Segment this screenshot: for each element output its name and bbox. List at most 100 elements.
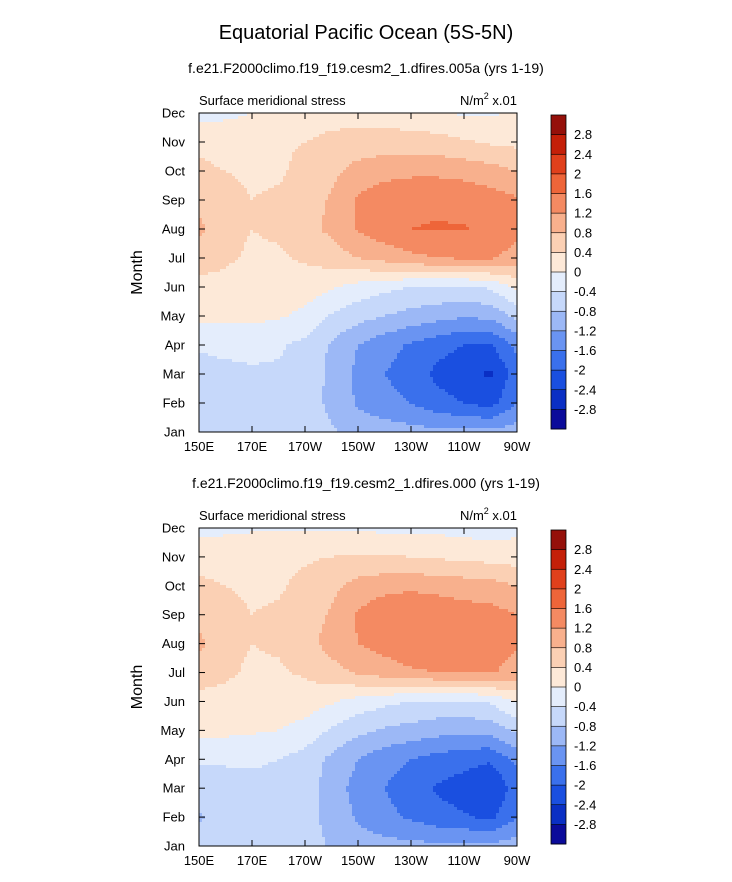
contour-cell [466,206,470,210]
contour-cell [238,167,242,171]
contour-cell [238,182,242,186]
contour-cell [433,191,437,195]
contour-cell [349,155,353,159]
contour-cell [271,152,275,156]
contour-cell [268,125,272,129]
contour-cell [415,167,419,171]
contour-cell [514,179,518,183]
contour-cell [427,230,431,234]
contour-cell [232,224,236,228]
contour-cell [256,170,260,174]
contour-cell [514,143,518,147]
contour-cell [244,236,248,240]
contour-cell [457,134,461,138]
contour-cell [454,173,458,177]
contour-cell [397,236,401,240]
contour-cell [400,164,404,168]
contour-cell [364,134,368,138]
contour-cell [283,116,287,120]
contour-cell [280,221,284,225]
contour-cell [472,161,476,165]
contour-cell [262,227,266,231]
contour-cell [475,134,479,138]
contour-cell [340,146,344,150]
contour-cell [409,248,413,252]
contour-cell [199,215,203,219]
contour-cell [406,155,410,159]
contour-cell [481,158,485,162]
contour-cell [259,191,263,195]
contour-cell [349,212,353,216]
contour-cell [463,176,467,180]
contour-cell [418,248,422,252]
contour-cell [394,158,398,162]
contour-cell [238,248,242,252]
contour-cell [208,116,212,120]
contour-cell [298,191,302,195]
contour-cell [205,203,209,207]
contour-cell [313,239,317,243]
contour-cell [382,164,386,168]
contour-cell [250,212,254,216]
contour-cell [337,140,341,144]
contour-cell [481,251,485,255]
contour-cell [457,143,461,147]
contour-cell [223,125,227,129]
contour-cell [385,215,389,219]
contour-cell [394,191,398,195]
contour-cell [508,182,512,186]
contour-cell [334,146,338,150]
contour-cell [214,113,218,117]
contour-cell [310,137,314,141]
contour-cell [307,233,311,237]
contour-cell [235,224,239,228]
contour-cell [418,149,422,153]
contour-cell [280,206,284,210]
contour-cell [307,179,311,183]
contour-cell [253,182,257,186]
contour-cell [397,200,401,204]
contour-cell [346,152,350,156]
contour-cell [469,152,473,156]
contour-cell [199,158,203,162]
contour-cell [508,191,512,195]
contour-cell [412,227,416,231]
contour-cell [376,170,380,174]
contour-cell [346,140,350,144]
contour-cell [334,218,338,222]
contour-cell [418,203,422,207]
contour-cell [484,191,488,195]
contour-cell [442,215,446,219]
contour-cell [412,221,416,225]
contour-cell [265,113,269,117]
contour-cell [406,173,410,177]
contour-cell [274,158,278,162]
contour-cell [343,119,347,123]
contour-cell [466,179,470,183]
contour-cell [346,248,350,252]
contour-cell [397,197,401,201]
contour-cell [451,209,455,213]
contour-cell [499,113,503,117]
contour-cell [214,251,218,255]
contour-cell [493,227,497,231]
contour-cell [277,164,281,168]
contour-cell [322,224,326,228]
contour-cell [469,239,473,243]
contour-cell [277,137,281,141]
contour-cell [349,233,353,237]
contour-cell [229,200,233,204]
contour-cell [409,170,413,174]
contour-cell [412,200,416,204]
contour-cell [376,239,380,243]
contour-cell [319,239,323,243]
contour-cell [274,218,278,222]
contour-cell [379,221,383,225]
contour-cell [388,173,392,177]
contour-cell [244,206,248,210]
contour-cell [373,218,377,222]
contour-cell [469,128,473,132]
contour-cell [391,143,395,147]
contour-cell [415,170,419,174]
contour-cell [334,230,338,234]
